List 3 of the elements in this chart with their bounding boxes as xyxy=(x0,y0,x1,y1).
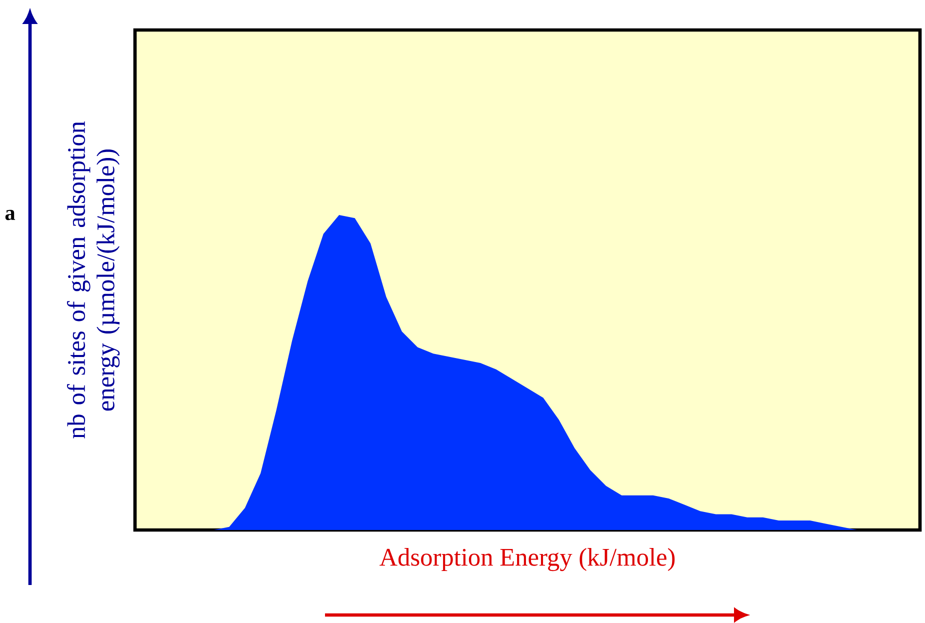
text: a xyxy=(5,210,16,220)
x-axis-title: Adsorption Energy (kJ/mole) xyxy=(380,548,675,572)
y-axis-title: nb of sites of given adsorption energy (µmole/(kJ/mole)) xyxy=(66,121,120,438)
